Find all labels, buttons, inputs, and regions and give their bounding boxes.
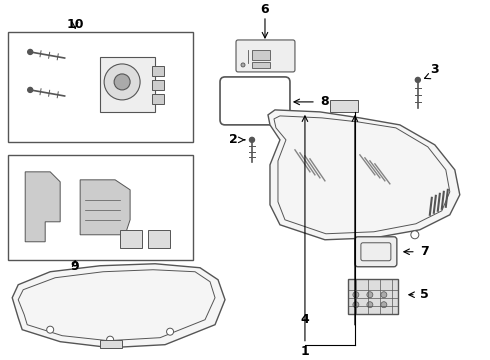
Bar — [152, 66, 164, 76]
Circle shape — [381, 292, 387, 298]
Text: 1: 1 — [300, 345, 309, 358]
Text: 5: 5 — [420, 288, 429, 301]
Bar — [152, 80, 164, 90]
Circle shape — [167, 328, 173, 335]
Bar — [120, 230, 142, 248]
Text: 7: 7 — [420, 245, 429, 258]
Circle shape — [353, 292, 359, 298]
Text: 8: 8 — [320, 95, 329, 108]
Circle shape — [381, 302, 387, 308]
Circle shape — [28, 49, 33, 54]
Bar — [8, 32, 193, 142]
Text: 4: 4 — [300, 313, 309, 326]
Bar — [330, 100, 358, 112]
Polygon shape — [268, 110, 460, 240]
Text: 10: 10 — [67, 18, 84, 31]
Circle shape — [411, 231, 419, 239]
Text: 9: 9 — [71, 260, 79, 273]
Text: 2: 2 — [229, 133, 238, 147]
Circle shape — [107, 336, 114, 343]
Bar — [152, 94, 164, 104]
Bar — [100, 57, 155, 112]
Polygon shape — [80, 180, 130, 235]
Bar — [252, 62, 270, 68]
Circle shape — [416, 77, 420, 82]
Circle shape — [104, 64, 140, 100]
FancyBboxPatch shape — [236, 40, 295, 72]
Circle shape — [114, 74, 130, 90]
Circle shape — [47, 326, 54, 333]
Bar — [348, 279, 398, 314]
Circle shape — [367, 292, 373, 298]
Bar — [8, 155, 193, 260]
Polygon shape — [12, 264, 225, 348]
Bar — [252, 50, 270, 60]
Circle shape — [353, 302, 359, 308]
FancyBboxPatch shape — [355, 237, 397, 267]
Bar — [100, 340, 122, 348]
Text: 3: 3 — [430, 63, 439, 76]
Bar — [148, 230, 170, 248]
Polygon shape — [25, 172, 60, 242]
Circle shape — [241, 63, 245, 67]
Circle shape — [249, 138, 254, 142]
Circle shape — [367, 302, 373, 308]
Text: 6: 6 — [261, 4, 270, 17]
Circle shape — [28, 87, 33, 93]
